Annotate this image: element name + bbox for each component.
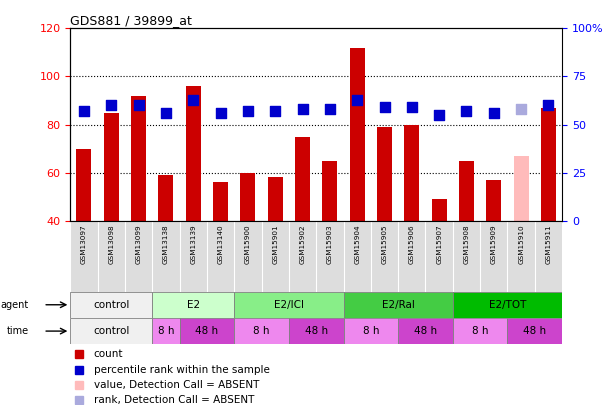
Bar xyxy=(343,292,453,318)
Point xyxy=(216,110,225,116)
Text: GSM13139: GSM13139 xyxy=(190,224,196,264)
Bar xyxy=(453,292,562,318)
Point xyxy=(298,106,307,112)
Point xyxy=(407,104,417,111)
Bar xyxy=(234,318,289,344)
Bar xyxy=(514,156,529,221)
Text: GSM13140: GSM13140 xyxy=(218,224,224,264)
Point xyxy=(243,108,253,114)
Point xyxy=(134,102,144,109)
Bar xyxy=(377,127,392,221)
Text: E2/ICI: E2/ICI xyxy=(274,300,304,310)
Bar xyxy=(131,96,146,221)
Bar xyxy=(76,149,92,221)
Text: agent: agent xyxy=(0,300,29,310)
Point xyxy=(489,110,499,116)
Bar xyxy=(289,318,343,344)
Text: 8 h: 8 h xyxy=(254,326,270,336)
Text: GSM15911: GSM15911 xyxy=(546,224,552,264)
Text: GSM13097: GSM13097 xyxy=(81,224,87,264)
Text: GSM15901: GSM15901 xyxy=(273,224,278,264)
Bar xyxy=(343,318,398,344)
Point xyxy=(353,96,362,103)
Point xyxy=(188,96,198,103)
Text: control: control xyxy=(93,300,130,310)
Point xyxy=(379,104,389,111)
Text: 48 h: 48 h xyxy=(196,326,219,336)
Point xyxy=(544,102,554,109)
Text: 8 h: 8 h xyxy=(362,326,379,336)
Bar xyxy=(70,292,152,318)
Bar xyxy=(152,292,234,318)
Point xyxy=(79,108,89,114)
Point xyxy=(161,110,171,116)
Bar xyxy=(180,318,234,344)
Text: 48 h: 48 h xyxy=(414,326,437,336)
Bar xyxy=(104,113,119,221)
Bar xyxy=(213,182,228,221)
Text: E2/Ral: E2/Ral xyxy=(382,300,415,310)
Text: E2/TOT: E2/TOT xyxy=(489,300,526,310)
Text: GSM13099: GSM13099 xyxy=(136,224,142,264)
Bar xyxy=(158,175,174,221)
Text: GSM15904: GSM15904 xyxy=(354,224,360,264)
Text: GSM15910: GSM15910 xyxy=(518,224,524,264)
Bar xyxy=(541,108,556,221)
Text: GSM13138: GSM13138 xyxy=(163,224,169,264)
Point xyxy=(434,112,444,118)
Point xyxy=(270,108,280,114)
Bar xyxy=(234,292,343,318)
Text: GSM15908: GSM15908 xyxy=(464,224,469,264)
Text: 8 h: 8 h xyxy=(158,326,174,336)
Text: GSM15905: GSM15905 xyxy=(381,224,387,264)
Text: GSM13098: GSM13098 xyxy=(108,224,114,264)
Bar xyxy=(508,318,562,344)
Bar xyxy=(240,173,255,221)
Bar xyxy=(459,161,474,221)
Point xyxy=(461,108,471,114)
Bar xyxy=(268,177,283,221)
Text: time: time xyxy=(6,326,29,336)
Text: control: control xyxy=(93,326,130,336)
Text: GDS881 / 39899_at: GDS881 / 39899_at xyxy=(70,14,192,27)
Bar xyxy=(323,161,337,221)
Text: rank, Detection Call = ABSENT: rank, Detection Call = ABSENT xyxy=(94,395,254,405)
Text: percentile rank within the sample: percentile rank within the sample xyxy=(94,365,269,375)
Text: GSM15909: GSM15909 xyxy=(491,224,497,264)
Text: 8 h: 8 h xyxy=(472,326,488,336)
Text: 48 h: 48 h xyxy=(305,326,327,336)
Text: GSM15900: GSM15900 xyxy=(245,224,251,264)
Point xyxy=(516,106,526,112)
Text: count: count xyxy=(94,350,123,360)
Bar xyxy=(453,318,508,344)
Text: value, Detection Call = ABSENT: value, Detection Call = ABSENT xyxy=(94,380,259,390)
Bar xyxy=(404,124,419,221)
Bar xyxy=(431,199,447,221)
Bar xyxy=(349,47,365,221)
Bar xyxy=(152,318,180,344)
Text: GSM15906: GSM15906 xyxy=(409,224,415,264)
Bar xyxy=(486,180,501,221)
Bar xyxy=(70,318,152,344)
Text: E2: E2 xyxy=(187,300,200,310)
Bar xyxy=(186,86,201,221)
Bar xyxy=(398,318,453,344)
Text: GSM15903: GSM15903 xyxy=(327,224,333,264)
Point xyxy=(106,102,116,109)
Text: GSM15907: GSM15907 xyxy=(436,224,442,264)
Bar xyxy=(295,136,310,221)
Text: 48 h: 48 h xyxy=(523,326,546,336)
Text: GSM15902: GSM15902 xyxy=(299,224,306,264)
Point xyxy=(325,106,335,112)
